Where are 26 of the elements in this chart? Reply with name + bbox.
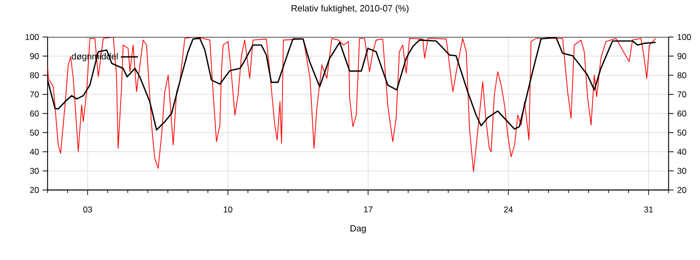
chart-title: Relativ fuktighet, 2010-07 (%) bbox=[292, 4, 408, 14]
y-tick-label: 80 bbox=[30, 72, 39, 78]
y2-tick-label: 30 bbox=[677, 168, 686, 174]
line-series bbox=[48, 37, 656, 172]
y2-tick-label: 100 bbox=[678, 34, 691, 40]
x-tick-label: 31 bbox=[644, 206, 653, 212]
y-tick-label: 30 bbox=[30, 168, 39, 174]
y-tick-label: 20 bbox=[30, 187, 39, 193]
x-tick-label: 17 bbox=[364, 206, 372, 212]
x-axis-title: Dag bbox=[350, 225, 366, 234]
y-tick-label: 70 bbox=[30, 91, 39, 98]
y2-tick-label: 20 bbox=[678, 187, 686, 193]
y-tick-label: 50 bbox=[30, 130, 39, 136]
y2-tick-label: 60 bbox=[678, 110, 686, 116]
y2-tick-label: 80 bbox=[677, 72, 686, 78]
y-tick-label: 40 bbox=[30, 148, 39, 155]
y2-tick-label: 40 bbox=[677, 148, 686, 155]
y2-tick-label: 90 bbox=[678, 53, 686, 60]
y-tick-label: 100 bbox=[26, 34, 39, 40]
x-tick-label: 03 bbox=[83, 206, 92, 212]
x-tick-label: 10 bbox=[224, 206, 232, 212]
y-tick-label: 90 bbox=[30, 53, 39, 60]
y2-tick-label: 50 bbox=[677, 130, 686, 136]
y2-tick-label: 70 bbox=[678, 91, 686, 98]
x-tick-label: 24 bbox=[504, 206, 513, 212]
y-tick-label: 60 bbox=[30, 110, 39, 116]
